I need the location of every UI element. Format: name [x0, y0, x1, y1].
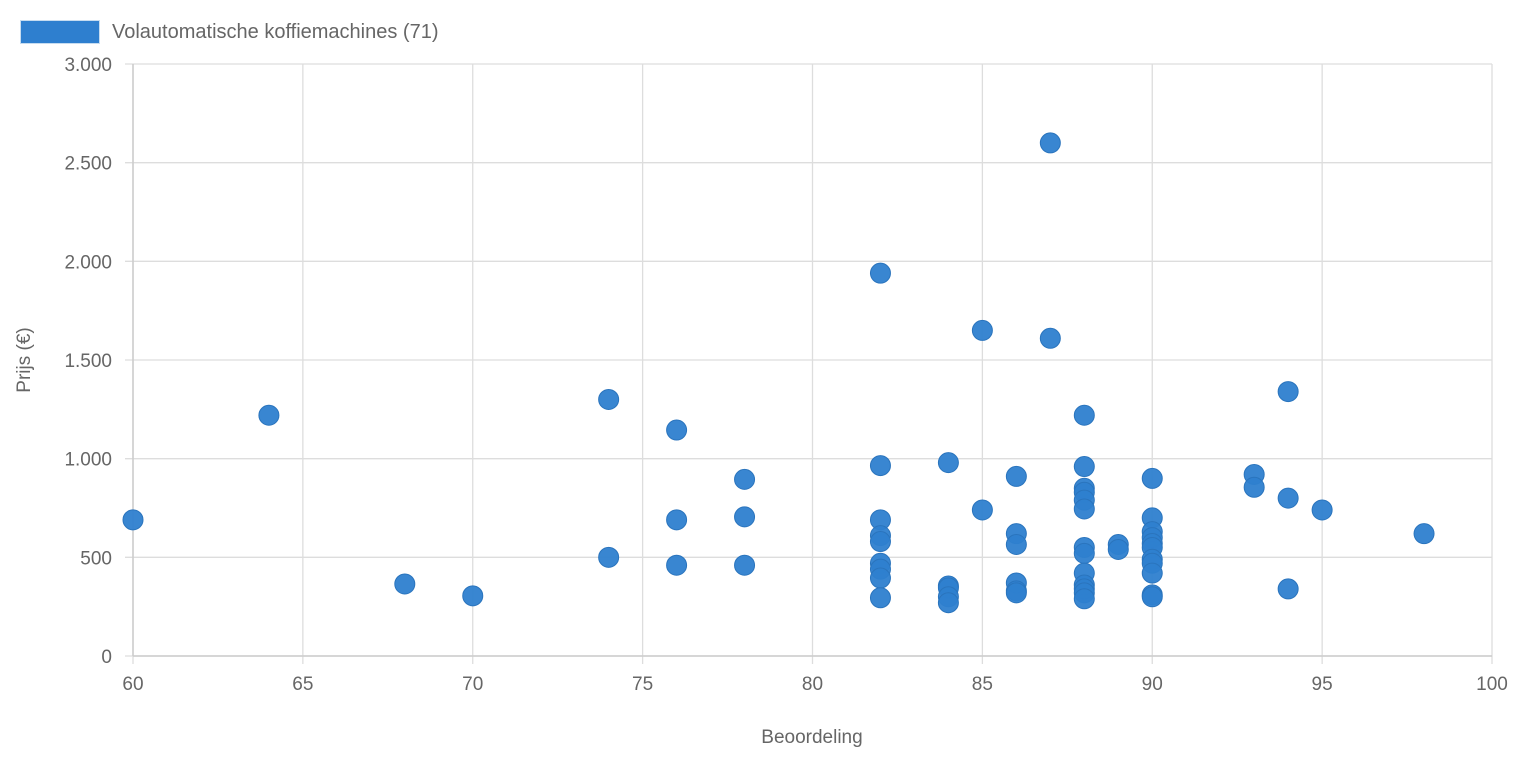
data-point[interactable]: [462, 585, 484, 607]
legend-label[interactable]: Volautomatische koffiemachines (71): [112, 20, 439, 43]
data-point[interactable]: [666, 509, 688, 531]
y-tick-label: 2.500: [64, 154, 112, 175]
legend-swatch[interactable]: [20, 20, 100, 44]
data-point[interactable]: [1413, 523, 1435, 545]
data-point[interactable]: [1005, 534, 1027, 556]
data-point[interactable]: [1141, 562, 1163, 584]
data-point[interactable]: [1311, 499, 1333, 521]
data-point[interactable]: [869, 262, 891, 284]
legend[interactable]: Volautomatische koffiemachines (71): [20, 20, 438, 44]
data-point[interactable]: [971, 499, 993, 521]
data-point[interactable]: [394, 573, 416, 595]
data-point[interactable]: [971, 319, 993, 341]
data-point[interactable]: [869, 587, 891, 609]
x-tick-label: 75: [632, 674, 653, 695]
y-axis-ticks: 0 500 1.000 1.500 2.000 2.500 3.000: [64, 55, 112, 668]
data-point[interactable]: [734, 468, 756, 490]
data-point[interactable]: [1005, 582, 1027, 604]
data-point[interactable]: [1039, 132, 1061, 154]
y-tick-label: 2.000: [64, 252, 112, 273]
data-point[interactable]: [1073, 456, 1095, 478]
data-point[interactable]: [1073, 588, 1095, 610]
data-point[interactable]: [598, 546, 620, 568]
y-tick-label: 0: [101, 647, 112, 668]
data-point[interactable]: [869, 455, 891, 477]
y-axis-title: Prijs (€): [14, 327, 35, 392]
data-point[interactable]: [1277, 578, 1299, 600]
data-point[interactable]: [937, 592, 959, 614]
data-point[interactable]: [598, 388, 620, 410]
data-point[interactable]: [1141, 467, 1163, 489]
data-point[interactable]: [1039, 327, 1061, 349]
data-point[interactable]: [869, 567, 891, 589]
data-point[interactable]: [1277, 487, 1299, 509]
data-points: [122, 132, 1435, 614]
data-point[interactable]: [1005, 465, 1027, 487]
data-point[interactable]: [1141, 586, 1163, 608]
data-point[interactable]: [1073, 498, 1095, 520]
x-tick-label: 65: [292, 674, 313, 695]
y-tick-label: 1.000: [64, 450, 112, 471]
x-tick-label: 85: [972, 674, 993, 695]
y-tick-label: 500: [80, 548, 112, 569]
data-point[interactable]: [869, 531, 891, 553]
x-tick-label: 90: [1142, 674, 1163, 695]
x-tick-label: 95: [1312, 674, 1333, 695]
data-point[interactable]: [937, 452, 959, 474]
data-point[interactable]: [258, 404, 280, 426]
x-tick-label: 100: [1476, 674, 1508, 695]
data-point[interactable]: [1107, 538, 1129, 560]
data-point[interactable]: [666, 554, 688, 576]
data-point[interactable]: [734, 506, 756, 528]
x-tick-label: 70: [462, 674, 483, 695]
x-axis-title: Beoordeling: [761, 727, 862, 748]
x-axis-ticks: 60 65 70 75 80 85 90 95 100: [122, 674, 1507, 695]
x-tick-label: 80: [802, 674, 823, 695]
data-point[interactable]: [1277, 381, 1299, 403]
data-point[interactable]: [1073, 542, 1095, 564]
grid-lines: [125, 63, 1493, 664]
data-point[interactable]: [1073, 404, 1095, 426]
data-point[interactable]: [734, 554, 756, 576]
data-point[interactable]: [122, 509, 144, 531]
y-tick-label: 3.000: [64, 55, 112, 76]
y-tick-label: 1.500: [64, 351, 112, 372]
data-point[interactable]: [666, 419, 688, 441]
data-point[interactable]: [1243, 476, 1265, 498]
x-tick-label: 60: [122, 674, 143, 695]
